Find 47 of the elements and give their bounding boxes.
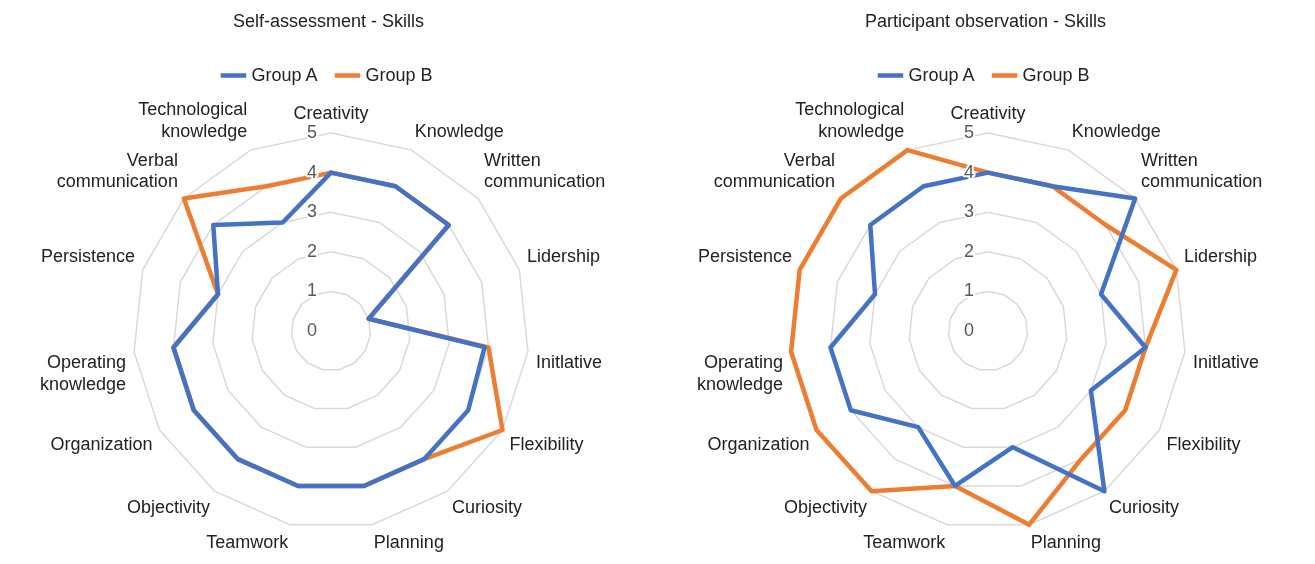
spoke-label: Persistence (41, 245, 136, 266)
y-tick-label: 4 (963, 161, 974, 182)
spoke-label: Technological knowledge (795, 99, 905, 141)
spoke-label: Knowledge (1071, 120, 1161, 141)
spoke-label: Operating knowledge (697, 352, 784, 394)
spoke-label: Flexibility (1166, 433, 1241, 454)
spoke-label: Operating knowledge (40, 352, 127, 394)
spoke-label: Planning (373, 532, 444, 553)
spoke-label: Lidership (526, 245, 600, 266)
spoke-label: Creativity (293, 103, 369, 124)
legend-label: Group A (908, 64, 975, 85)
y-tick-label: 3 (306, 201, 317, 222)
spoke-label: Flexibility (509, 433, 584, 454)
spoke-label: Organization (707, 433, 810, 454)
spoke-label: Creativity (950, 103, 1026, 124)
y-tick-label: 0 (306, 319, 317, 340)
y-tick-label: 2 (963, 240, 974, 261)
y-tick-label: 5 (963, 121, 974, 142)
spoke-label: Teamwork (206, 532, 290, 553)
spoke-label: Curiosity (1109, 497, 1180, 518)
y-tick-label: 0 (963, 319, 974, 340)
spoke-label: Technological knowledge (138, 99, 248, 141)
spoke-label: Verbal communication (713, 149, 835, 192)
spoke-label: Organization (50, 433, 153, 454)
spoke-label: Written communication (484, 149, 606, 192)
spoke-label: Initlative (1192, 352, 1259, 373)
legend-label: Group A (251, 64, 318, 85)
chart-title: Participant observation - Skills (864, 10, 1107, 31)
spoke-label: Planning (1030, 532, 1101, 553)
legend-label: Group B (365, 64, 433, 85)
spoke-label: Curiosity (452, 497, 523, 518)
y-tick-label: 1 (963, 280, 974, 301)
spoke-label: Initlative (535, 352, 602, 373)
y-tick-label: 1 (306, 280, 317, 301)
spoke-label: Knowledge (414, 120, 504, 141)
y-tick-label: 2 (306, 240, 317, 261)
chart-title: Self-assessment - Skills (232, 10, 425, 31)
spoke-label: Lidership (1183, 245, 1257, 266)
spoke-label: Written communication (1141, 149, 1263, 192)
spoke-label: Objectivity (126, 497, 210, 518)
spoke-label: Teamwork (863, 532, 947, 553)
spoke-label: Persistence (698, 245, 793, 266)
y-tick-label: 3 (963, 201, 974, 222)
y-tick-label: 5 (306, 121, 317, 142)
legend-label: Group B (1022, 64, 1090, 85)
spoke-label: Verbal communication (56, 149, 178, 192)
spoke-label: Objectivity (783, 497, 867, 518)
